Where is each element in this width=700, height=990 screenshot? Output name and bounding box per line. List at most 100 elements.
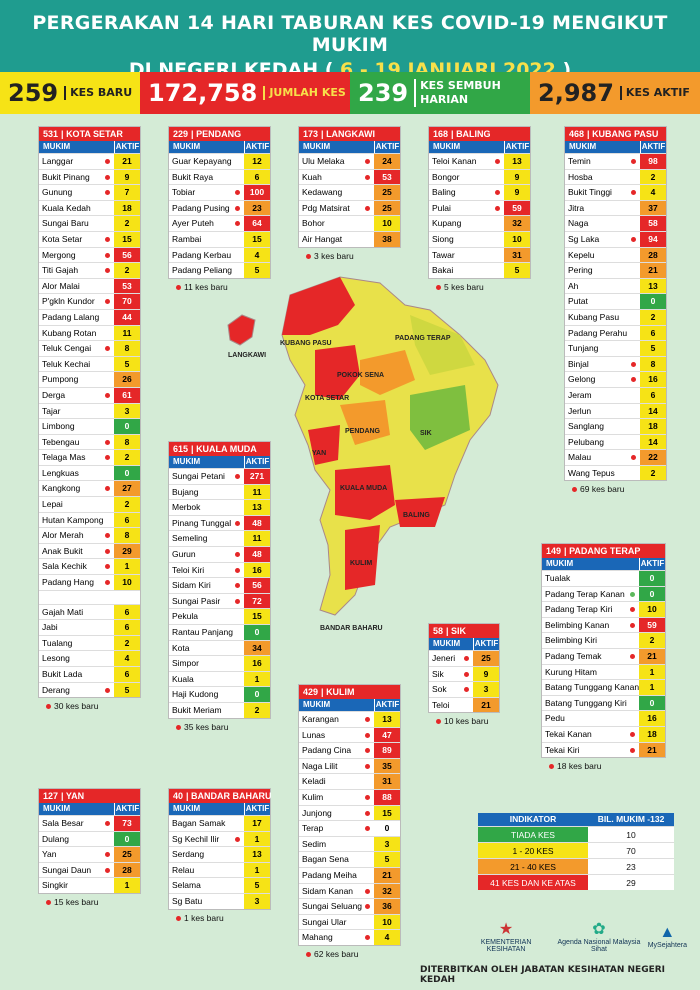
stat-kes-baru: 259 KES BARU [0, 72, 140, 114]
map-region-kuala-muda [335, 465, 395, 520]
aktif-value: 1 [639, 680, 665, 695]
mukim-name: Padang Terap Kanan [545, 588, 625, 599]
new-case-dot [235, 190, 240, 196]
mukim-name: Padang Peliang [172, 265, 233, 276]
mukim-name: Putat [568, 296, 588, 307]
table-row: Sidam Kanan 32 [299, 882, 400, 899]
aktif-value: 5 [244, 263, 270, 278]
table-row: Air Hangat 38 [299, 230, 400, 247]
map-label: BANDAR BAHARU [320, 625, 383, 632]
legend-table: INDIKATOR BIL. MUKIM -132 TIADA KES 10 1 -… [478, 813, 674, 890]
col-mukim: MUKIM [433, 639, 461, 648]
district-name: BANDAR BAHARU [191, 791, 272, 801]
mukim-name: Lunas [302, 729, 326, 740]
kes-baru-note: 1 kes baru [176, 913, 224, 923]
legend-row: 1 - 20 KES 70 [478, 842, 674, 858]
map-label: PADANG TERAP [395, 335, 451, 342]
mukim-name: Pering [568, 265, 593, 276]
table-row: Alor Malai 53 [39, 277, 140, 294]
dot-icon [46, 900, 51, 906]
aktif-value: 23 [244, 200, 270, 216]
new-case-dot [235, 836, 240, 842]
table-row: Rantau Panjang 0 [169, 623, 270, 640]
mukim-name: Ulu Melaka [302, 156, 345, 166]
aktif-value: 5 [640, 341, 666, 356]
aktif-value: 2 [114, 635, 140, 651]
table-row: Ulu Melaka 24 [299, 153, 400, 169]
new-case-dot [630, 747, 635, 753]
aktif-value: 13 [374, 712, 400, 727]
table-row: Karangan 13 [299, 711, 400, 727]
map-label: POKOK SENA [337, 372, 384, 379]
table-row: Naga Lilit 35 [299, 757, 400, 774]
aktif-value: 16 [639, 711, 665, 726]
aktif-value: 10 [639, 602, 665, 617]
new-case-dot [105, 439, 110, 445]
new-case-dot [235, 598, 240, 604]
col-aktif: AKTIF [473, 638, 499, 650]
aktif-value: 6 [640, 325, 666, 341]
table-row: Hutan Kampong 6 [39, 511, 140, 528]
table-row: Gajah Mati 6 [39, 603, 140, 620]
mukim-name: Sala Besar [42, 818, 84, 828]
mukim-name: Haji Kudong [172, 689, 219, 700]
aktif-value: 32 [374, 883, 400, 899]
panel-header: 149 | PADANG TERAP [542, 544, 665, 558]
kes-baru-text: 69 kes baru [580, 484, 625, 494]
new-case-dot [630, 653, 635, 659]
district-panel-kota-setar: 531 | KOTA SETAR MUKIM AKTIF Langgar 21 Bukit … [38, 126, 141, 699]
mukim-name: Padang Kerbau [172, 249, 232, 260]
kkm-logo: ★ KEMENTERIAN KESIHATAN [480, 921, 532, 953]
mukim-name: Selama [172, 880, 201, 891]
table-row: Kubang Rotan 11 [39, 324, 140, 341]
mukim-name: Ayer Puteh [172, 218, 214, 229]
aktif-value: 2 [639, 633, 665, 648]
aktif-value: 38 [374, 231, 400, 247]
aktif-value: 1 [114, 559, 140, 575]
aktif-value: 2 [114, 216, 140, 231]
kes-baru-text: 35 kes baru [184, 722, 229, 732]
aktif-value: 4 [244, 247, 270, 263]
agenda-nasional-logo: ✿ Agenda Nasional Malaysia Sihat [557, 921, 641, 953]
aktif-value: 7 [114, 185, 140, 200]
aktif-value: 59 [639, 617, 665, 633]
mukim-name: Singkir [42, 880, 68, 891]
kes-baru-text: 10 kes baru [444, 716, 489, 726]
aktif-value: 3 [114, 403, 140, 419]
mukim-name: Padang Temak [545, 650, 602, 661]
footer: DITERBITKAN OLEH JABATAN KESIHATAN NEGER… [420, 965, 666, 985]
mukim-name: Gurun [172, 548, 196, 559]
table-row: Bongor 9 [429, 168, 530, 185]
table-row: Kangkong 27 [39, 480, 140, 497]
table-row: Belimbing Kiri 2 [542, 632, 665, 648]
col-mukim: MUKIM [569, 142, 597, 151]
map-region-pokok-sena [360, 350, 415, 395]
table-row: Bohor 10 [299, 215, 400, 231]
map-region-kulim [345, 525, 380, 590]
new-case-dot [105, 174, 110, 180]
mukim-name: Kulim [302, 791, 324, 802]
map-region-padang-terap [410, 315, 475, 375]
table-row: Teloi Kiri 16 [169, 561, 270, 578]
district-name: PADANG TERAP [569, 546, 641, 556]
new-case-dot [631, 377, 636, 383]
table-row: Jitra 37 [565, 199, 666, 216]
mukim-name: Padang Pusing [172, 202, 230, 213]
new-case-dot [105, 687, 110, 693]
aktif-value: 2 [114, 497, 140, 512]
mukim-name: Siong [432, 233, 454, 244]
aktif-value: 24 [374, 154, 400, 169]
mukim-name: Pelubang [568, 436, 604, 447]
mukim-name: Teluk Cengai [42, 343, 92, 354]
district-panel-yan: 127 | YAN MUKIM AKTIF Sala Besar 73 Dulang 0 Yan… [38, 788, 141, 894]
dot-icon [176, 725, 181, 731]
aktif-value: 2 [640, 465, 666, 481]
aktif-value: 15 [114, 231, 140, 247]
mukim-name: Padang Meiha [302, 869, 357, 880]
kes-baru-note: 10 kes baru [436, 716, 488, 726]
table-row: Semeling 11 [169, 530, 270, 546]
district-panel-padang-terap: 149 | PADANG TERAP MUKIM AKTIF Tualak 0 Padang… [541, 543, 666, 759]
mukim-name: Serdang [172, 849, 205, 860]
aktif-value: 0 [639, 571, 665, 586]
aktif-value: 8 [114, 528, 140, 543]
